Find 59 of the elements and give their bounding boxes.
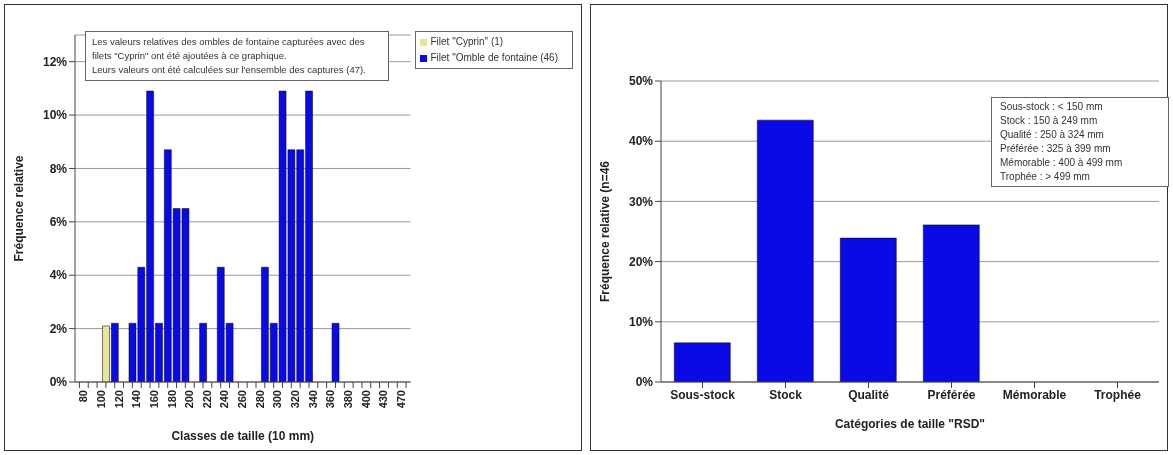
y-tick-label: 50% — [628, 74, 654, 89]
y-tick-label: 30% — [628, 194, 654, 209]
bar — [923, 224, 980, 382]
bar — [674, 342, 731, 382]
bar — [331, 323, 340, 382]
annotation: Qualité : 250 à 324 mm — [1000, 128, 1105, 142]
y-tick-label: 8% — [49, 161, 68, 176]
y-tick-label: 4% — [49, 268, 68, 283]
y-tick-label: 10% — [628, 315, 654, 330]
x-tick-label: 470 — [395, 390, 408, 409]
annotation: Mémorable : 400 à 499 mm — [1000, 156, 1124, 170]
bar — [840, 237, 897, 382]
note-box: Les valeurs relatives des ombles de fontaine capturées avec des filets "Cyprin" ont été ajoutées à ce graphique. Leurs valeurs ont été calculées sur l'ensemble des captures (47). — [85, 31, 389, 81]
x-tick-label: 160 — [147, 390, 160, 409]
y-tick-label: 10% — [42, 108, 68, 123]
x-axis-title: Classes de taille (10 mm) — [171, 429, 315, 443]
annotation: Leurs valeurs ont été calculées sur l'ensemble des captures (47). — [92, 63, 367, 77]
x-tick-label: Sous-stock — [670, 387, 736, 402]
annotation: Sous-stock : < 150 mm — [1000, 100, 1104, 114]
x-tick-label: Mémorable — [1002, 387, 1067, 402]
x-tick-label: 100 — [94, 390, 107, 409]
x-tick-label: 240 — [218, 390, 231, 409]
x-tick-label: Stock — [769, 387, 803, 402]
annotation: Trophée : > 499 mm — [1000, 170, 1091, 184]
x-tick-label: 140 — [130, 390, 143, 409]
x-tick-label: 220 — [200, 390, 213, 409]
annotation: Les valeurs relatives des ombles de fontaine capturées avec des filets "Cyprin" ont été ajoutées à ce graphique. — [92, 35, 366, 63]
x-axis-title: Catégories de taille "RSD" — [834, 417, 986, 431]
x-tick-label: 380 — [342, 390, 355, 409]
x-tick-label: 400 — [359, 390, 372, 409]
bar — [199, 323, 207, 382]
y-tick-label: 0% — [49, 375, 68, 390]
annotation: Préférée : 325 à 399 mm — [1000, 142, 1112, 156]
x-tick-label: 430 — [377, 390, 390, 409]
y-tick-label: 0% — [635, 375, 654, 390]
x-tick-label: 320 — [289, 390, 302, 409]
x-tick-label: 200 — [183, 390, 196, 409]
bar — [757, 119, 814, 382]
x-tick-label: 340 — [306, 390, 319, 409]
x-tick-label: 360 — [324, 390, 337, 409]
annotation: Stock : 150 à 249 mm — [1000, 114, 1099, 128]
x-tick-label: 180 — [165, 390, 178, 409]
x-tick-label: Préférée — [927, 387, 976, 402]
x-tick-label: Qualité — [848, 387, 890, 402]
legend-label: Filet "Omble de fontaine (46) — [430, 52, 558, 63]
y-tick-label: 6% — [49, 215, 68, 230]
x-tick-label: Trophée — [1094, 387, 1142, 402]
x-tick-label: 120 — [112, 390, 125, 409]
y-tick-label: 40% — [628, 134, 654, 149]
x-tick-label: 280 — [253, 390, 266, 409]
legend-label: Filet "Cyprin" (1) — [430, 36, 504, 47]
y-tick-label: 20% — [628, 254, 654, 269]
y-axis-title: Fréquence relative (n=46 — [598, 160, 613, 303]
x-tick-label: 300 — [271, 390, 284, 409]
y-tick-label: 2% — [49, 321, 68, 336]
y-tick-label: 12% — [42, 54, 68, 69]
x-tick-label: 260 — [236, 390, 249, 409]
y-axis-title: Fréquence relative — [12, 155, 27, 262]
x-tick-label: 80 — [77, 390, 90, 403]
